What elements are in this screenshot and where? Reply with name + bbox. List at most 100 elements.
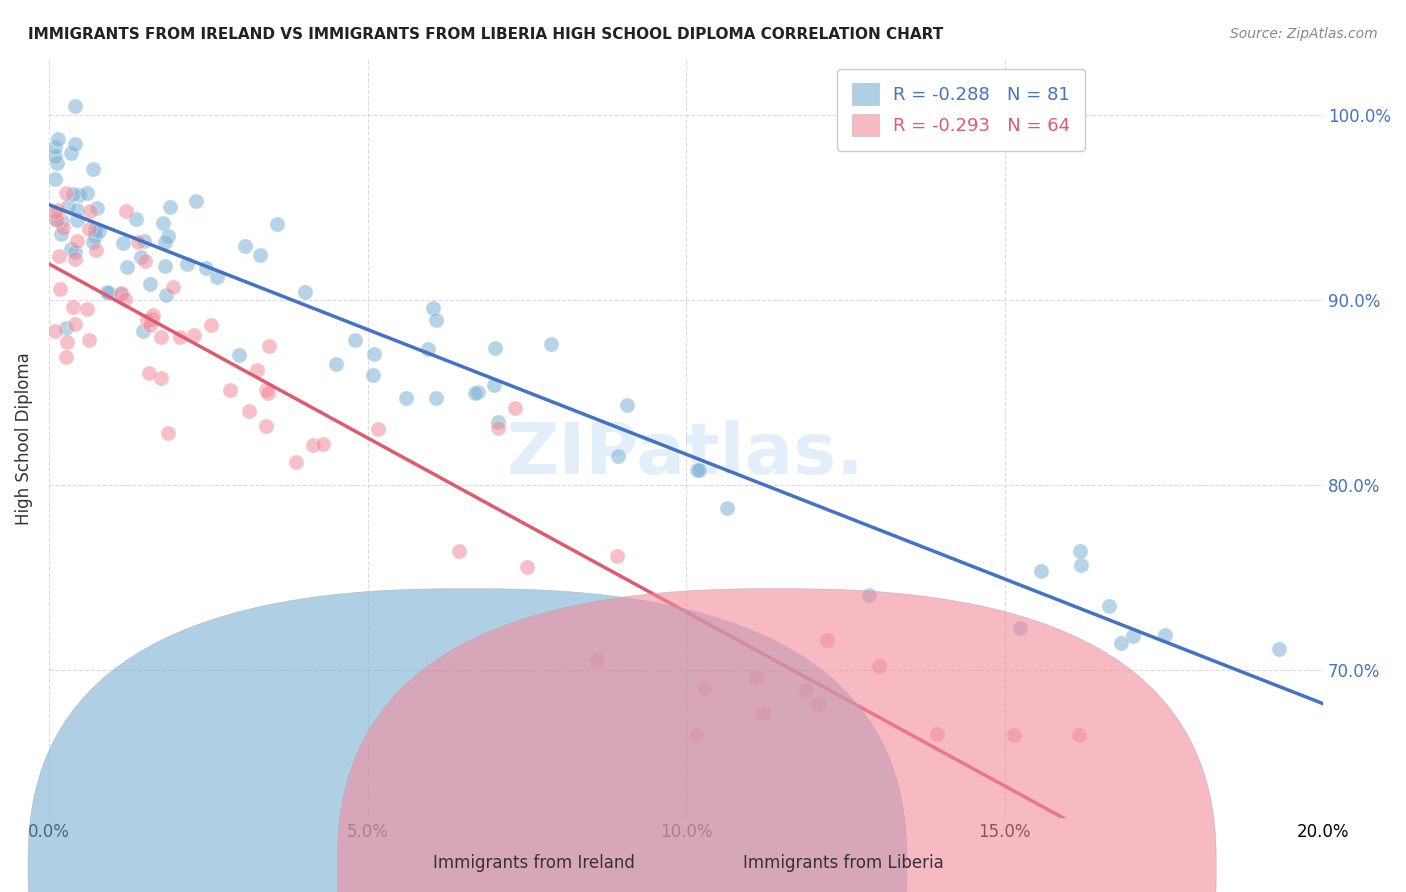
Ireland bbox=[1010, 621, 1032, 635]
Liberia bbox=[44, 205, 66, 219]
Ireland bbox=[858, 588, 880, 602]
Liberia bbox=[136, 313, 159, 327]
Ireland bbox=[1122, 629, 1144, 643]
Ireland bbox=[111, 235, 134, 250]
Liberia bbox=[1002, 728, 1025, 742]
Liberia bbox=[48, 249, 70, 263]
Liberia bbox=[817, 633, 839, 648]
Ireland bbox=[66, 202, 89, 217]
Liberia bbox=[301, 438, 323, 452]
Ireland bbox=[110, 287, 132, 301]
Liberia bbox=[46, 202, 69, 217]
Ireland bbox=[1097, 599, 1119, 613]
Liberia bbox=[115, 204, 138, 219]
Ireland bbox=[153, 235, 176, 250]
Ireland bbox=[46, 131, 69, 145]
Ireland bbox=[45, 156, 67, 170]
Ireland bbox=[67, 188, 90, 202]
Ireland bbox=[76, 186, 98, 201]
Ireland bbox=[176, 257, 198, 271]
Ireland bbox=[425, 313, 447, 327]
Liberia bbox=[52, 221, 75, 235]
Ireland bbox=[129, 250, 152, 264]
Ireland bbox=[484, 342, 506, 356]
Ireland bbox=[716, 501, 738, 516]
Liberia bbox=[685, 728, 707, 742]
Ireland bbox=[55, 321, 77, 335]
Ireland bbox=[84, 222, 107, 236]
Ireland bbox=[422, 301, 444, 315]
Ireland bbox=[84, 229, 107, 244]
Liberia bbox=[65, 317, 87, 331]
Liberia bbox=[745, 671, 768, 685]
Liberia bbox=[516, 559, 538, 574]
Ireland bbox=[363, 347, 385, 361]
Ireland bbox=[115, 260, 138, 275]
Legend: R = -0.288   N = 81, R = -0.293   N = 64: R = -0.288 N = 81, R = -0.293 N = 64 bbox=[837, 69, 1085, 151]
Ireland bbox=[1268, 642, 1291, 657]
Ireland bbox=[86, 202, 108, 216]
Ireland bbox=[66, 213, 89, 227]
Ireland bbox=[1070, 558, 1092, 573]
Ireland bbox=[464, 386, 486, 401]
Ireland bbox=[1109, 636, 1132, 650]
Liberia bbox=[134, 254, 156, 268]
Liberia bbox=[285, 455, 308, 469]
Ireland bbox=[686, 463, 709, 477]
Liberia bbox=[246, 363, 269, 377]
Ireland bbox=[688, 463, 710, 477]
Liberia bbox=[367, 422, 389, 436]
Liberia bbox=[486, 421, 509, 435]
Liberia bbox=[606, 549, 628, 563]
Text: Source: ZipAtlas.com: Source: ZipAtlas.com bbox=[1230, 27, 1378, 41]
Ireland bbox=[325, 358, 347, 372]
Liberia bbox=[1067, 728, 1090, 742]
Ireland bbox=[157, 229, 180, 244]
Ireland bbox=[205, 269, 228, 284]
Ireland bbox=[184, 194, 207, 208]
Ireland bbox=[139, 277, 162, 292]
Liberia bbox=[693, 681, 716, 696]
Ireland bbox=[82, 235, 104, 249]
Ireland bbox=[63, 137, 86, 152]
Liberia bbox=[868, 658, 890, 673]
Text: Immigrants from Liberia: Immigrants from Liberia bbox=[744, 855, 943, 872]
Ireland bbox=[395, 391, 418, 405]
Ireland bbox=[44, 172, 66, 186]
Liberia bbox=[77, 333, 100, 347]
Liberia bbox=[449, 543, 471, 558]
Ireland bbox=[44, 140, 66, 154]
Ireland bbox=[228, 348, 250, 362]
Ireland bbox=[233, 239, 256, 253]
Ireland bbox=[155, 259, 177, 273]
Liberia bbox=[796, 683, 818, 698]
Ireland bbox=[56, 198, 79, 212]
Ireland bbox=[266, 218, 288, 232]
Liberia bbox=[150, 370, 173, 384]
Liberia bbox=[55, 350, 77, 364]
Text: Immigrants from Ireland: Immigrants from Ireland bbox=[433, 855, 636, 872]
Liberia bbox=[183, 328, 205, 343]
Ireland bbox=[155, 288, 177, 302]
Liberia bbox=[84, 243, 107, 257]
Ireland bbox=[540, 337, 562, 351]
Liberia bbox=[503, 401, 526, 416]
Ireland bbox=[1069, 543, 1091, 558]
Liberia bbox=[46, 212, 69, 227]
Liberia bbox=[169, 330, 191, 344]
Ireland bbox=[82, 161, 104, 176]
Ireland bbox=[1153, 628, 1175, 642]
Liberia bbox=[55, 186, 77, 201]
Liberia bbox=[127, 235, 149, 250]
Ireland bbox=[159, 200, 181, 214]
Text: ZIPatlas.: ZIPatlas. bbox=[508, 420, 865, 489]
Ireland bbox=[343, 333, 366, 347]
Ireland bbox=[63, 99, 86, 113]
Liberia bbox=[114, 293, 136, 307]
Ireland bbox=[51, 214, 73, 228]
Liberia bbox=[79, 203, 101, 218]
Ireland bbox=[249, 248, 271, 262]
Liberia bbox=[44, 324, 66, 338]
Ireland bbox=[131, 324, 153, 338]
Liberia bbox=[156, 426, 179, 441]
